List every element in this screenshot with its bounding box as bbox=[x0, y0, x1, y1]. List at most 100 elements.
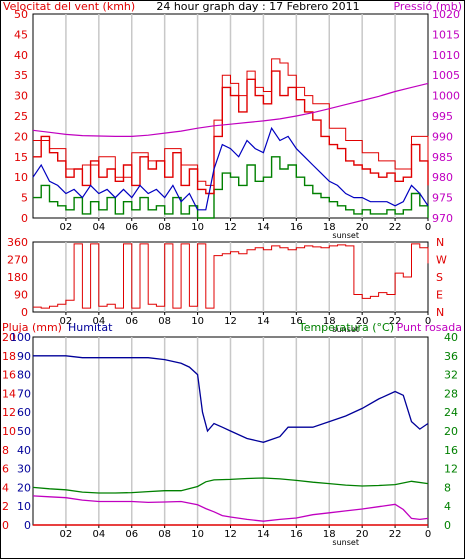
y-right-tick-label: 1015 bbox=[432, 28, 460, 41]
pressure-series-line bbox=[32, 82, 429, 137]
humidity-tick-label: 90 bbox=[17, 350, 31, 363]
x-tick-label: 10 bbox=[191, 529, 204, 540]
temperature-tick-label: 32 bbox=[444, 369, 458, 382]
y-left-tick-label: 5 bbox=[21, 192, 28, 205]
temperature-tick-label: 0 bbox=[444, 519, 451, 532]
rain-tick-label: 10 bbox=[2, 425, 16, 438]
y-right-tick-label: 995 bbox=[432, 110, 453, 123]
humidity-title: Humitat bbox=[68, 321, 113, 334]
direction-tick-label: 180 bbox=[7, 271, 28, 284]
rain-tick-label: 2 bbox=[2, 500, 9, 513]
compass-tick-label: N bbox=[436, 236, 444, 249]
temperature-tick-label: 4 bbox=[444, 500, 451, 513]
temperature-title: Temperatura (°C) bbox=[298, 321, 394, 334]
green-series-line bbox=[33, 156, 429, 219]
y-right-tick-label: 990 bbox=[432, 130, 453, 143]
humidity-tick-label: 80 bbox=[17, 369, 31, 382]
temperature-tick-label: 16 bbox=[444, 444, 458, 457]
x-tick-label: 08 bbox=[158, 222, 171, 233]
y-right-tick-label: 985 bbox=[432, 151, 453, 164]
x-tick-label: 06 bbox=[125, 316, 138, 327]
x-tick-label: 18 bbox=[323, 316, 336, 327]
humidity-tick-label: 10 bbox=[17, 500, 31, 513]
rain-tick-label: 8 bbox=[2, 444, 9, 457]
average-wind-series-line bbox=[32, 126, 429, 211]
temperature-tick-label: 8 bbox=[444, 481, 451, 494]
pressure-title: Pressió (mb) bbox=[393, 0, 462, 13]
sunset-label: sunset bbox=[332, 325, 359, 334]
x-tick-label: 02 bbox=[60, 222, 73, 233]
dewpoint-title: Punt rosada bbox=[397, 321, 462, 334]
x-tick-label: 08 bbox=[158, 316, 171, 327]
x-tick-label: 20 bbox=[356, 529, 369, 540]
x-tick-label: 02 bbox=[60, 316, 73, 327]
y-right-tick-label: 1020 bbox=[432, 8, 460, 21]
y-left-tick-label: 35 bbox=[14, 69, 28, 82]
x-tick-label: 12 bbox=[224, 316, 237, 327]
temperature-tick-label: 36 bbox=[444, 350, 458, 363]
x-tick-label: 04 bbox=[92, 222, 105, 233]
humidity-tick-label: 30 bbox=[17, 463, 31, 476]
sunset-label: sunset bbox=[332, 538, 359, 547]
x-tick-label: 10 bbox=[191, 316, 204, 327]
sunset-label: sunset bbox=[332, 231, 359, 240]
x-tick-label: 22 bbox=[389, 222, 402, 233]
direction-tick-label: 270 bbox=[7, 254, 28, 267]
y-left-tick-label: 0 bbox=[21, 212, 28, 225]
compass-tick-label: W bbox=[436, 254, 447, 267]
rain-tick-label: 6 bbox=[2, 463, 9, 476]
x-tick-label: 14 bbox=[257, 222, 270, 233]
humidity-tick-label: 50 bbox=[17, 425, 31, 438]
rain-title: Pluja (mm) bbox=[2, 321, 62, 334]
humidity-tick-label: 100 bbox=[10, 331, 31, 344]
x-tick-label: 02 bbox=[60, 529, 73, 540]
x-tick-label: 18 bbox=[323, 222, 336, 233]
x-tick-label: 16 bbox=[290, 529, 303, 540]
temperature-tick-label: 12 bbox=[444, 463, 458, 476]
x-tick-label: 16 bbox=[290, 222, 303, 233]
rain-tick-label: 4 bbox=[2, 481, 9, 494]
compass-tick-label: S bbox=[436, 271, 443, 284]
wind-speed-title: Velocitat del vent (kmh) bbox=[3, 0, 135, 13]
x-tick-label: 06 bbox=[125, 529, 138, 540]
y-right-tick-label: 1000 bbox=[432, 90, 460, 103]
wind-speed-series-line bbox=[33, 70, 429, 195]
humidity-tick-label: 70 bbox=[17, 387, 31, 400]
y-left-tick-label: 45 bbox=[14, 28, 28, 41]
rain-tick-label: 18 bbox=[2, 350, 16, 363]
rain-tick-label: 14 bbox=[2, 387, 16, 400]
x-tick-label: 22 bbox=[389, 316, 402, 327]
x-tick-label: 20 bbox=[356, 316, 369, 327]
x-tick-label: 14 bbox=[257, 529, 270, 540]
temperature-series-line bbox=[32, 477, 429, 494]
humidity-tick-label: 40 bbox=[17, 444, 31, 457]
y-left-tick-label: 50 bbox=[14, 8, 28, 21]
y-left-tick-label: 40 bbox=[14, 49, 28, 62]
compass-tick-label: N bbox=[436, 306, 444, 319]
x-tick-label: 0 bbox=[425, 529, 431, 540]
direction-tick-label: 0 bbox=[21, 306, 28, 319]
wind-direction-series-line bbox=[33, 243, 429, 309]
rain-tick-label: 12 bbox=[2, 406, 16, 419]
rain-tick-label: 20 bbox=[2, 331, 16, 344]
rain-tick-label: 0 bbox=[2, 519, 9, 532]
x-tick-label: 0 bbox=[425, 316, 431, 327]
wind-direction-plot: 02 04 06 08 10 12 14 16 18 20 22 0 sunset 0 90 180 270 36… bbox=[7, 236, 447, 334]
temperature-tick-label: 28 bbox=[444, 387, 458, 400]
x-tick-label: 04 bbox=[92, 316, 105, 327]
humidity-tick-label: 20 bbox=[17, 481, 31, 494]
x-tick-label: 18 bbox=[323, 529, 336, 540]
dewpoint-series-line bbox=[32, 495, 429, 522]
y-right-tick-label: 1005 bbox=[432, 69, 460, 82]
x-tick-label: 20 bbox=[356, 222, 369, 233]
x-tick-label: 10 bbox=[191, 222, 204, 233]
y-left-tick-label: 20 bbox=[14, 130, 28, 143]
y-right-tick-label: 1010 bbox=[432, 49, 460, 62]
y-right-tick-label: 975 bbox=[432, 192, 453, 205]
humidity-tick-label: 60 bbox=[17, 406, 31, 419]
chart-title: 24 hour graph day : 17 Febrero 2011 bbox=[156, 0, 359, 13]
x-tick-label: 06 bbox=[125, 222, 138, 233]
